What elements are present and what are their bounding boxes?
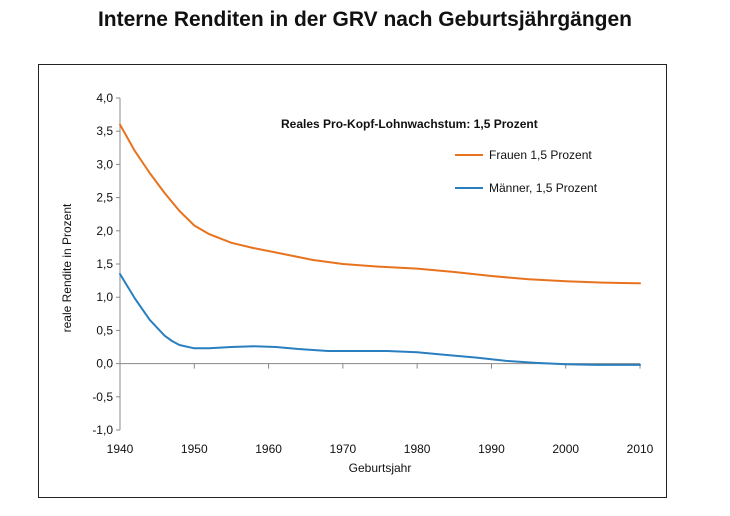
legend-label-maenner: Männer, 1,5 Prozent — [489, 181, 598, 195]
y-tick-label: 3,0 — [96, 157, 113, 171]
x-tick-label: 1960 — [255, 442, 282, 456]
legend: Frauen 1,5 Prozent Männer, 1,5 Prozent — [455, 148, 598, 195]
y-tick-label: 1,0 — [96, 290, 113, 304]
x-tick-label: 1950 — [181, 442, 208, 456]
x-tick-label: 1970 — [330, 442, 357, 456]
y-axis-label: reale Rendite in Prozent — [60, 203, 74, 332]
series-lines — [119, 123, 641, 366]
y-tick-label: 2,0 — [96, 224, 113, 238]
y-tick-label: 2,5 — [96, 191, 113, 205]
x-tick-label: 1980 — [404, 442, 431, 456]
y-tick-label: 4,0 — [96, 91, 113, 105]
x-tick-labels: 1940 1950 1960 1970 1980 1990 2000 2010 — [107, 442, 654, 456]
chart-title: Interne Renditen in der GRV nach Geburts… — [97, 8, 633, 31]
x-tick-label: 2000 — [552, 442, 579, 456]
y-tick-label: 3,5 — [96, 124, 113, 138]
y-tick-label: 0,5 — [96, 323, 113, 337]
y-tick-label: -1,0 — [92, 423, 113, 437]
chart-subtitle: Reales Pro-Kopf-Lohnwachstum: 1,5 Prozen… — [281, 117, 538, 131]
x-axis-label: Geburtsjahr — [349, 461, 412, 475]
y-tick-label: 0,0 — [96, 357, 113, 371]
legend-label-frauen: Frauen 1,5 Prozent — [489, 148, 592, 162]
y-tick-label: 1,5 — [96, 257, 113, 271]
y-tick-label: -0,5 — [92, 390, 113, 404]
x-tick-label: 1990 — [478, 442, 505, 456]
series-line-maenner — [119, 273, 641, 366]
series-line-frauen — [119, 123, 641, 285]
x-tick-label: 2010 — [627, 442, 654, 456]
y-tick-labels: 4,0 3,5 3,0 2,5 2,0 1,5 1,0 0,5 0,0 -0,5 -1,0 — [92, 91, 113, 437]
x-tick-label: 1940 — [107, 442, 134, 456]
